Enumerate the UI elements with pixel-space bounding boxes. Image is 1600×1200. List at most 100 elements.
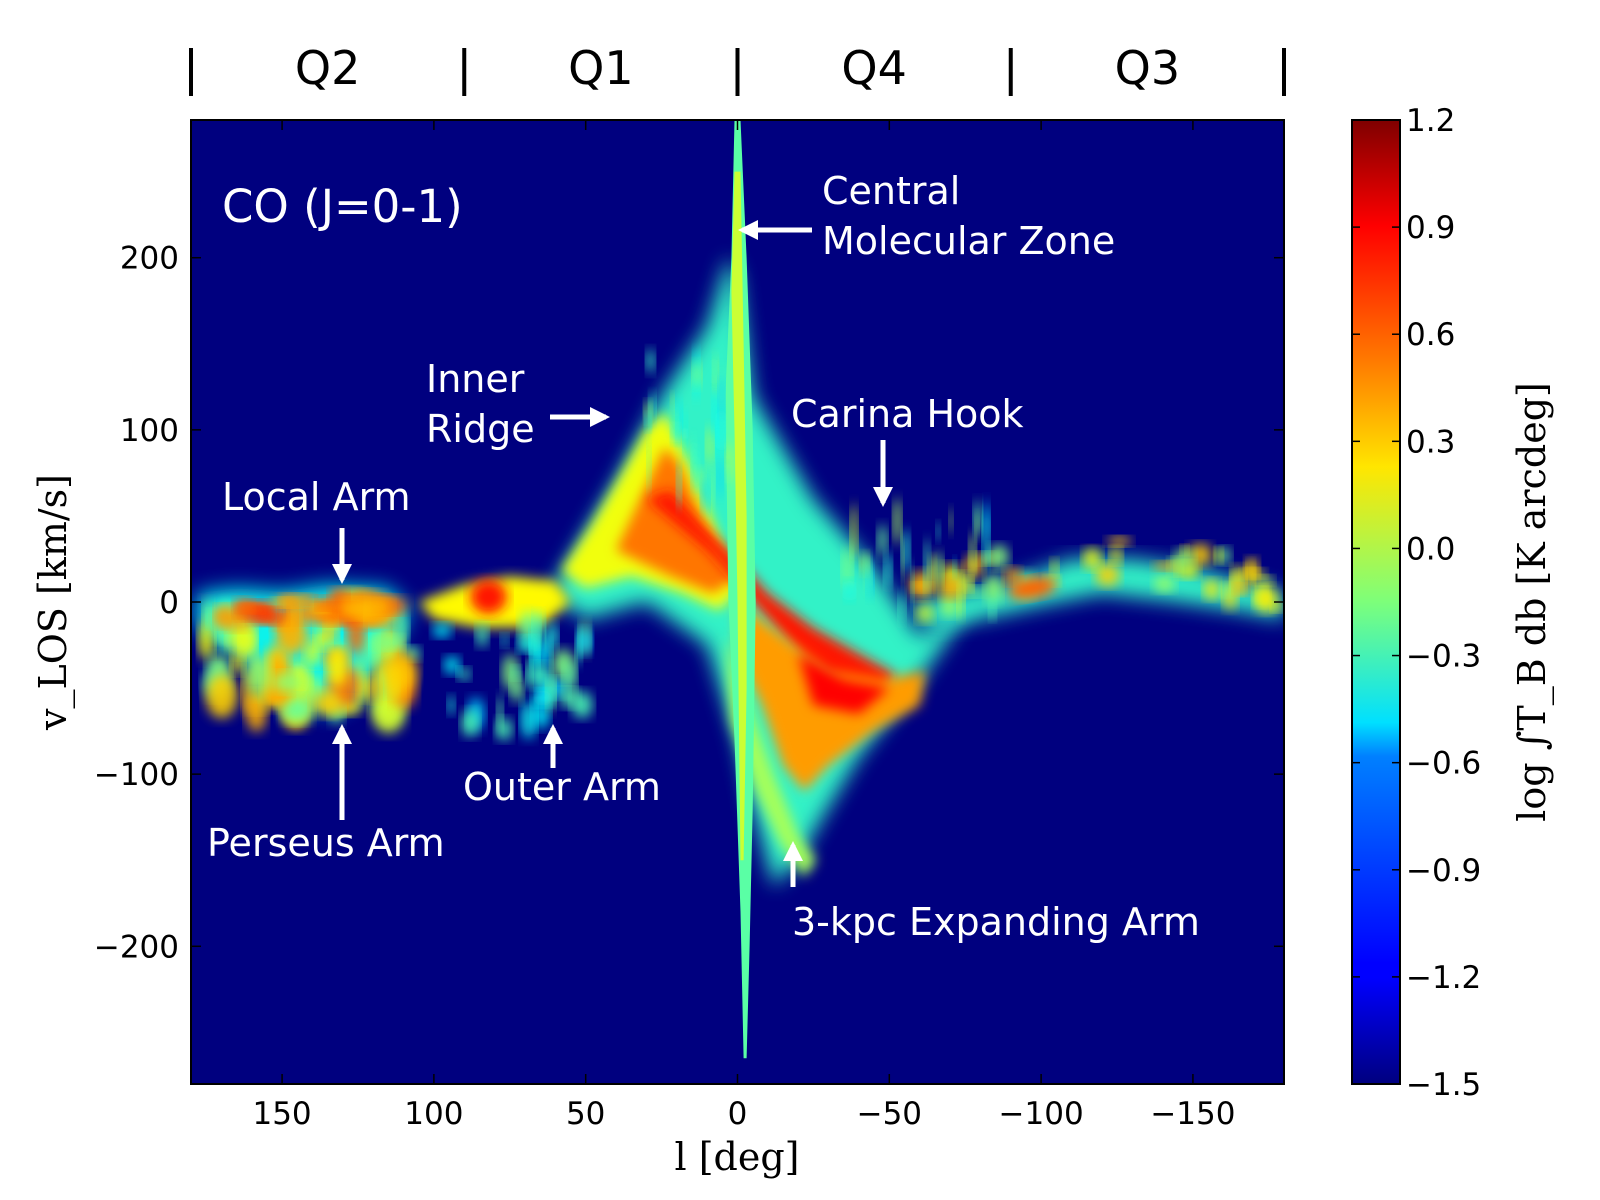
- annotation-text: Ridge: [426, 407, 535, 451]
- annotation-text: Outer Arm: [463, 765, 661, 809]
- annotation-text: Perseus Arm: [207, 821, 445, 865]
- annotations: Central Molecular Zone Inner Ridge Carina Ho…: [207, 169, 1200, 944]
- colorbar-ticks: 1.2 0.9 0.6 0.3 0.0 −0.3 −0.6 −0.9 −1.2 −1.5: [1352, 103, 1481, 1103]
- annotation-text: 3-kpc Expanding Arm: [792, 900, 1200, 944]
- carina-spike: [949, 508, 954, 534]
- carina-spike: [933, 551, 943, 588]
- q1-streak: [707, 463, 714, 515]
- quadrant-label-q2: Q2: [295, 41, 360, 95]
- q4-q3-clump: [1153, 561, 1177, 571]
- outer-arm-clump: [529, 664, 551, 688]
- outer-arm-clump: [511, 666, 521, 680]
- outer-arm-clump: [476, 623, 488, 647]
- q4-q3-clump: [1174, 548, 1195, 570]
- q4-q3-clump: [1254, 575, 1274, 586]
- q4-q3-clump: [1095, 563, 1120, 587]
- q1-streak: [717, 455, 724, 499]
- quadrant-header: Q2 Q1 Q4 Q3: [189, 41, 1286, 96]
- q4-q3-clump: [938, 577, 963, 599]
- emission-map: [197, 120, 1284, 1059]
- annotation-perseus-arm: Perseus Arm: [207, 724, 445, 865]
- perseus-clump: [272, 672, 305, 693]
- cmz-spike-core: [731, 171, 747, 861]
- outer-arm-clump: [533, 612, 545, 645]
- local-arm-clump: [276, 594, 314, 607]
- colorbar-tick-label: −0.6: [1406, 746, 1481, 782]
- perseus-clump: [371, 635, 404, 650]
- q4-q3-clump: [1050, 559, 1059, 576]
- q1-outer-red: [470, 579, 507, 614]
- outer-arm-clump: [521, 701, 536, 739]
- outer-arm-clump: [578, 628, 592, 654]
- q4-q3-clump: [1234, 584, 1249, 596]
- q4-red-clump: [798, 653, 890, 714]
- q4-q3-clump: [984, 574, 1002, 603]
- perseus-clump: [367, 675, 381, 701]
- q1-streak: [671, 420, 680, 443]
- colorbar-tick-label: −1.5: [1406, 1067, 1481, 1103]
- outer-arm-clump: [533, 690, 553, 707]
- q4-q3-clump: [988, 544, 1009, 569]
- q4-q3-clump: [1154, 575, 1175, 593]
- y-axis: 200 100 0 −100 −200: [94, 241, 1284, 965]
- outer-arm-clump: [559, 689, 579, 708]
- x-axis-title: l [deg]: [674, 1135, 799, 1179]
- x-tick-label: 100: [404, 1096, 463, 1132]
- colorbar: 1.2 0.9 0.6 0.3 0.0 −0.3 −0.6 −0.9 −1.2 −1.5 log …: [1351, 103, 1555, 1103]
- y-tick-label: −200: [94, 929, 179, 965]
- colorbar-tick-label: 0.9: [1406, 210, 1455, 246]
- colorbar-tick-label: −0.3: [1406, 639, 1481, 675]
- q1-streak: [646, 348, 655, 374]
- x-tick-label: −150: [1150, 1096, 1235, 1132]
- perseus-clump: [327, 644, 348, 688]
- q4-q3-clump: [1107, 536, 1132, 546]
- outer-arm-clump: [457, 667, 471, 681]
- q1-streak: [711, 358, 717, 384]
- y-tick-label: −100: [94, 757, 179, 793]
- carina-spike: [988, 601, 996, 620]
- q1-streak: [712, 390, 719, 440]
- q4-q3-clump: [916, 604, 934, 623]
- q1-streak: [646, 439, 651, 494]
- plot-area: Central Molecular Zone Inner Ridge Carina Ho…: [94, 119, 1285, 1132]
- annotation-inner-ridge: Inner Ridge: [426, 357, 610, 451]
- x-tick-label: −100: [999, 1096, 1084, 1132]
- y-tick-label: 0: [159, 585, 179, 621]
- quadrant-label-q3: Q3: [1115, 41, 1180, 95]
- carina-spike: [884, 552, 892, 590]
- outer-arm-clump: [447, 695, 455, 715]
- q1-streak: [644, 401, 652, 422]
- annotation-carina-hook: Carina Hook: [791, 392, 1024, 507]
- chart-title: CO (J=0-1): [222, 180, 463, 233]
- y-tick-label: 200: [120, 241, 179, 277]
- q4-q3-clump: [1245, 558, 1259, 581]
- annotation-text: Local Arm: [222, 475, 411, 519]
- x-tick-label: −50: [857, 1096, 922, 1132]
- perseus-clump: [395, 611, 409, 647]
- outer-arm-clump: [510, 675, 523, 703]
- outer-arm-clump: [432, 623, 452, 638]
- local-arm-clump: [339, 599, 378, 618]
- q1-streak: [718, 372, 725, 419]
- q4-q3-clump: [1220, 583, 1232, 597]
- carina-spike: [957, 584, 965, 618]
- outer-arm-clump: [563, 661, 577, 694]
- annotation-text: Carina Hook: [791, 392, 1024, 436]
- q1-streak: [691, 446, 700, 495]
- carina-spike: [975, 513, 979, 540]
- perseus-clump: [279, 696, 314, 723]
- perseus-clump: [304, 639, 321, 666]
- x-tick-label: 0: [728, 1096, 748, 1132]
- local-arm-clump: [288, 603, 301, 627]
- colorbar-gradient: [1351, 119, 1401, 1085]
- q1-streak: [683, 408, 688, 459]
- colorbar-tick-label: −0.9: [1406, 853, 1481, 889]
- q4-orange-clump: [1008, 577, 1056, 600]
- annotation-3kpc-expanding-arm: 3-kpc Expanding Arm: [783, 841, 1200, 944]
- outer-arm-clump: [532, 701, 550, 729]
- q1-streak: [701, 476, 710, 514]
- carina-spike: [983, 499, 990, 537]
- carina-spike: [844, 580, 855, 601]
- annotation-text: Central: [822, 169, 960, 213]
